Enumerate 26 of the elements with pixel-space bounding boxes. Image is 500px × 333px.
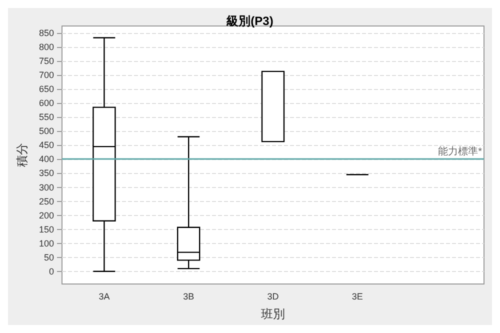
ref-line-label: 能力標準*: [438, 146, 482, 158]
y-tick-label: 550: [38, 112, 54, 122]
y-tick-label: 50: [44, 252, 54, 262]
x-axis-title: 班別: [261, 307, 285, 321]
y-tick-label: 200: [38, 210, 54, 220]
y-tick-label: 450: [38, 140, 54, 150]
chart-title: 級別(P3): [226, 14, 274, 28]
y-tick-label: 650: [38, 84, 54, 94]
y-tick-label: 300: [38, 182, 54, 192]
x-tick-label: 3B: [183, 292, 194, 302]
y-tick-label: 500: [38, 126, 54, 136]
y-tick-label: 850: [38, 28, 54, 38]
y-tick-label: 700: [38, 70, 54, 80]
y-tick-label: 400: [38, 154, 54, 164]
y-axis-title: 積分: [15, 143, 29, 167]
x-tick-label: 3E: [352, 292, 363, 302]
y-tick-label: 100: [38, 238, 54, 248]
y-tick-label: 350: [38, 168, 54, 178]
y-tick-label: 0: [48, 266, 54, 276]
y-tick-label: 250: [38, 196, 54, 206]
y-tick-label: 600: [38, 98, 54, 108]
y-tick-label: 150: [38, 224, 54, 234]
x-tick-label: 3D: [267, 292, 280, 302]
y-tick-label: 750: [38, 56, 54, 66]
x-tick-label: 3A: [98, 292, 110, 302]
y-tick-label: 800: [38, 42, 54, 52]
